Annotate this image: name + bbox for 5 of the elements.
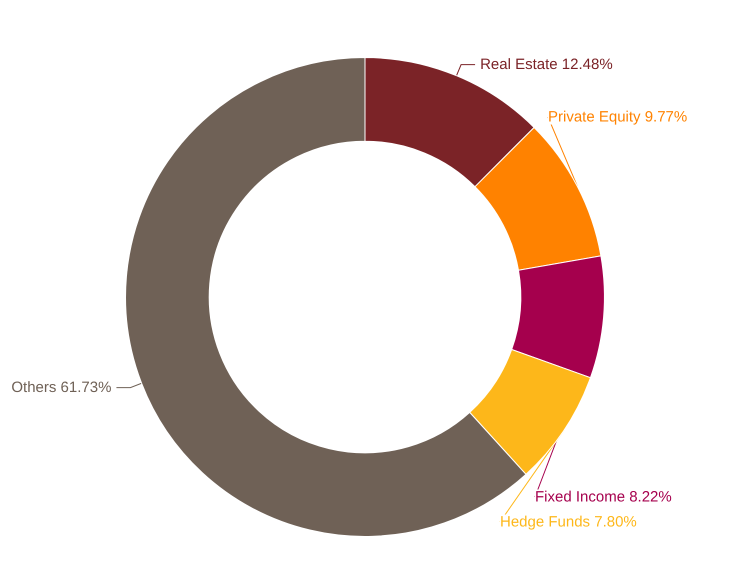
- slice-label: Fixed Income 8.22%: [535, 488, 672, 506]
- slice-label: Hedge Funds 7.80%: [500, 514, 637, 530]
- slice-label: Real Estate 12.48%: [480, 56, 613, 74]
- slice-label: Private Equity 9.77%: [548, 108, 688, 126]
- slice-label: Others 61.73%: [11, 379, 112, 396]
